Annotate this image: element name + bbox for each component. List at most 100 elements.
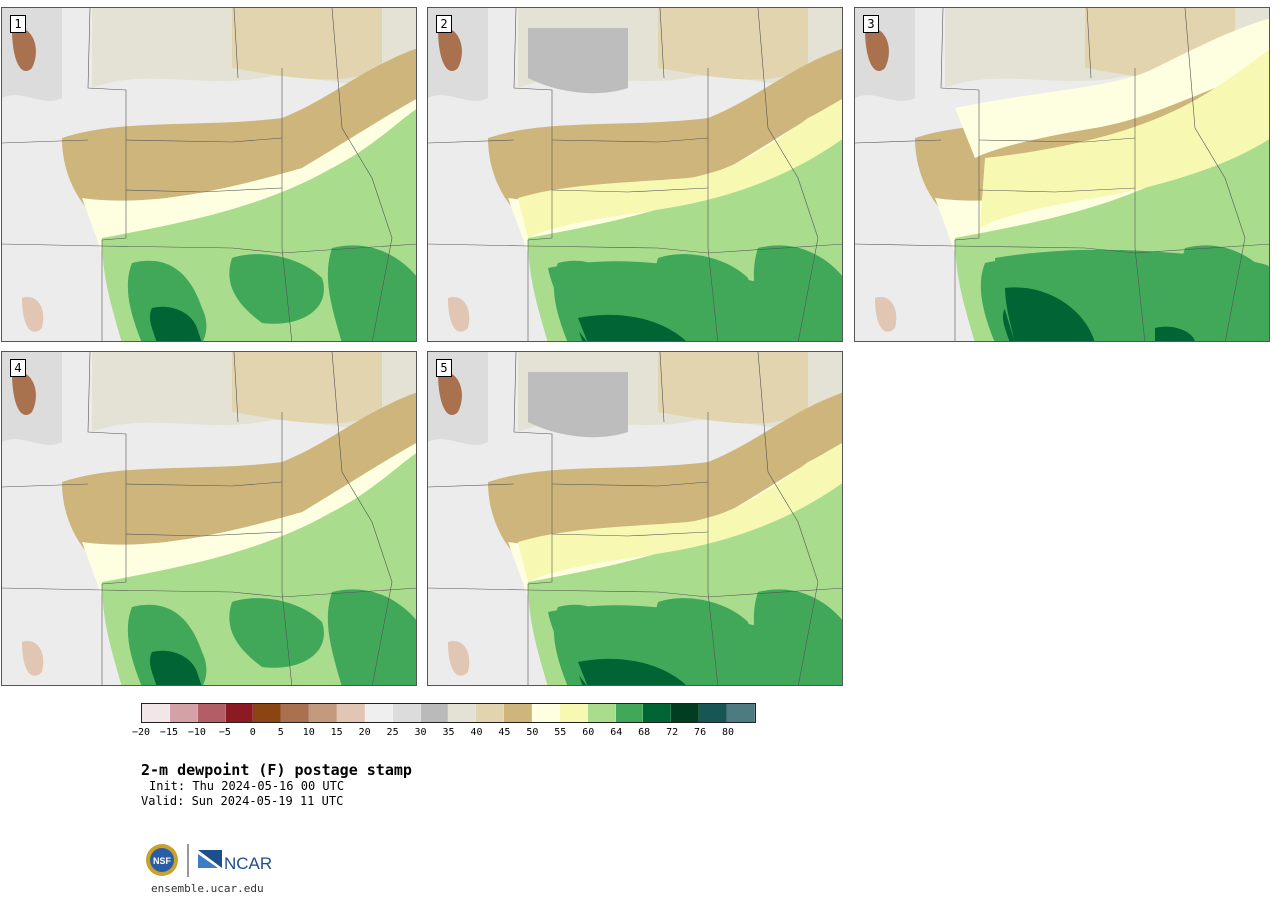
state-border xyxy=(281,412,293,685)
colorbar-tick-label: 20 xyxy=(358,727,371,738)
colorbar-tick-label: 80 xyxy=(722,727,735,738)
dewpoint-region xyxy=(1155,326,1195,341)
dewpoint-colorbar xyxy=(141,703,756,723)
colorbar-tick-label: −20 xyxy=(131,727,151,738)
colorbar-swatch xyxy=(559,704,588,722)
sponsor-logos: NSF NCAR xyxy=(144,842,274,880)
dewpoint-region xyxy=(82,99,416,253)
dewpoint-region xyxy=(12,27,36,72)
colorbar-swatch xyxy=(727,704,755,722)
state-border xyxy=(659,352,665,423)
state-border xyxy=(125,187,283,193)
nsf-logo-text: NSF xyxy=(153,856,172,866)
state-border xyxy=(2,243,416,254)
colorbar-swatch xyxy=(643,704,672,722)
dewpoint-region xyxy=(2,208,62,341)
dewpoint-region xyxy=(62,48,416,223)
colorbar-swatch xyxy=(476,704,505,722)
dewpoint-region xyxy=(488,392,842,567)
dewpoint-region xyxy=(149,306,202,341)
panel-number: 4 xyxy=(10,359,26,377)
state-border xyxy=(513,8,553,341)
state-border xyxy=(757,8,819,341)
state-border xyxy=(707,68,719,341)
colorbar-swatch xyxy=(587,704,616,722)
colorbar-tick-label: 64 xyxy=(610,727,623,738)
state-border xyxy=(855,139,942,144)
colorbar-tick-label: 50 xyxy=(526,727,539,738)
state-border xyxy=(978,187,1136,193)
init-time: Init: Thu 2024-05-16 00 UTC xyxy=(149,779,345,793)
dewpoint-region xyxy=(2,552,62,685)
state-border xyxy=(1086,8,1092,79)
map-panel-4: 4 xyxy=(1,351,417,686)
dewpoint-region xyxy=(518,443,842,582)
colorbar-swatch xyxy=(532,704,560,722)
dewpoint-region xyxy=(855,208,915,341)
dewpoint-region xyxy=(428,552,488,685)
colorbar-tick-label: 25 xyxy=(386,727,399,738)
panel-number: 5 xyxy=(436,359,452,377)
state-border xyxy=(1184,8,1246,341)
state-border xyxy=(551,481,709,487)
state-border xyxy=(978,137,1136,143)
state-border xyxy=(551,531,709,537)
state-border xyxy=(125,481,283,487)
dewpoint-region xyxy=(229,598,324,668)
dewpoint-region xyxy=(428,208,488,341)
panel-number: 1 xyxy=(10,15,26,33)
colorbar-swatch xyxy=(281,704,310,722)
dewpoint-region xyxy=(82,443,416,597)
dewpoint-region xyxy=(232,352,382,424)
dewpoint-region xyxy=(438,27,462,72)
dewpoint-region xyxy=(1005,287,1095,341)
dewpoint-region xyxy=(955,18,1269,158)
state-border xyxy=(331,8,393,341)
colorbar-swatch xyxy=(309,704,338,722)
state-border xyxy=(2,587,416,598)
state-border xyxy=(707,412,719,685)
colorbar-swatch xyxy=(169,704,198,722)
colorbar-tick-label: 45 xyxy=(498,727,511,738)
state-border xyxy=(428,587,842,598)
colorbar-swatch xyxy=(364,704,393,722)
ncar-logo-text: NCAR xyxy=(224,854,272,873)
colorbar-swatch xyxy=(197,704,226,722)
colorbar-swatch xyxy=(699,704,728,722)
state-border xyxy=(233,352,239,423)
state-border xyxy=(513,352,553,685)
dewpoint-region xyxy=(327,245,416,341)
dewpoint-region xyxy=(327,589,416,685)
colorbar-swatch xyxy=(420,704,449,722)
state-border xyxy=(2,139,89,144)
dewpoint-region xyxy=(935,99,1269,253)
dewpoint-region xyxy=(865,27,889,72)
colorbar-tick-label: 0 xyxy=(249,727,256,738)
colorbar-tick-label: 72 xyxy=(666,727,679,738)
colorbar-tick-label: 76 xyxy=(694,727,707,738)
dewpoint-region xyxy=(438,371,462,416)
state-border xyxy=(87,352,127,685)
dewpoint-map xyxy=(855,8,1269,341)
valid-time: Valid: Sun 2024-05-19 11 UTC xyxy=(141,794,344,808)
colorbar-tick-label: 15 xyxy=(330,727,343,738)
colorbar-tick-label: −15 xyxy=(159,727,178,738)
colorbar-tick-label: 68 xyxy=(638,727,651,738)
state-border xyxy=(428,139,515,144)
dewpoint-region xyxy=(448,297,470,332)
dewpoint-region xyxy=(528,372,628,438)
colorbar-swatch xyxy=(615,704,644,722)
state-border xyxy=(125,531,283,537)
state-border xyxy=(2,483,89,488)
dewpoint-region xyxy=(229,254,324,324)
dewpoint-region xyxy=(488,48,842,223)
colorbar-tick-label: 60 xyxy=(582,727,595,738)
colorbar-tick-label: 35 xyxy=(442,727,455,738)
dewpoint-region xyxy=(875,297,897,332)
colorbar-swatch xyxy=(225,704,254,722)
state-border xyxy=(757,352,819,685)
site-url: ensemble.ucar.edu xyxy=(151,882,264,895)
state-border xyxy=(940,8,980,341)
panel-number: 2 xyxy=(436,15,452,33)
state-border xyxy=(428,243,842,254)
